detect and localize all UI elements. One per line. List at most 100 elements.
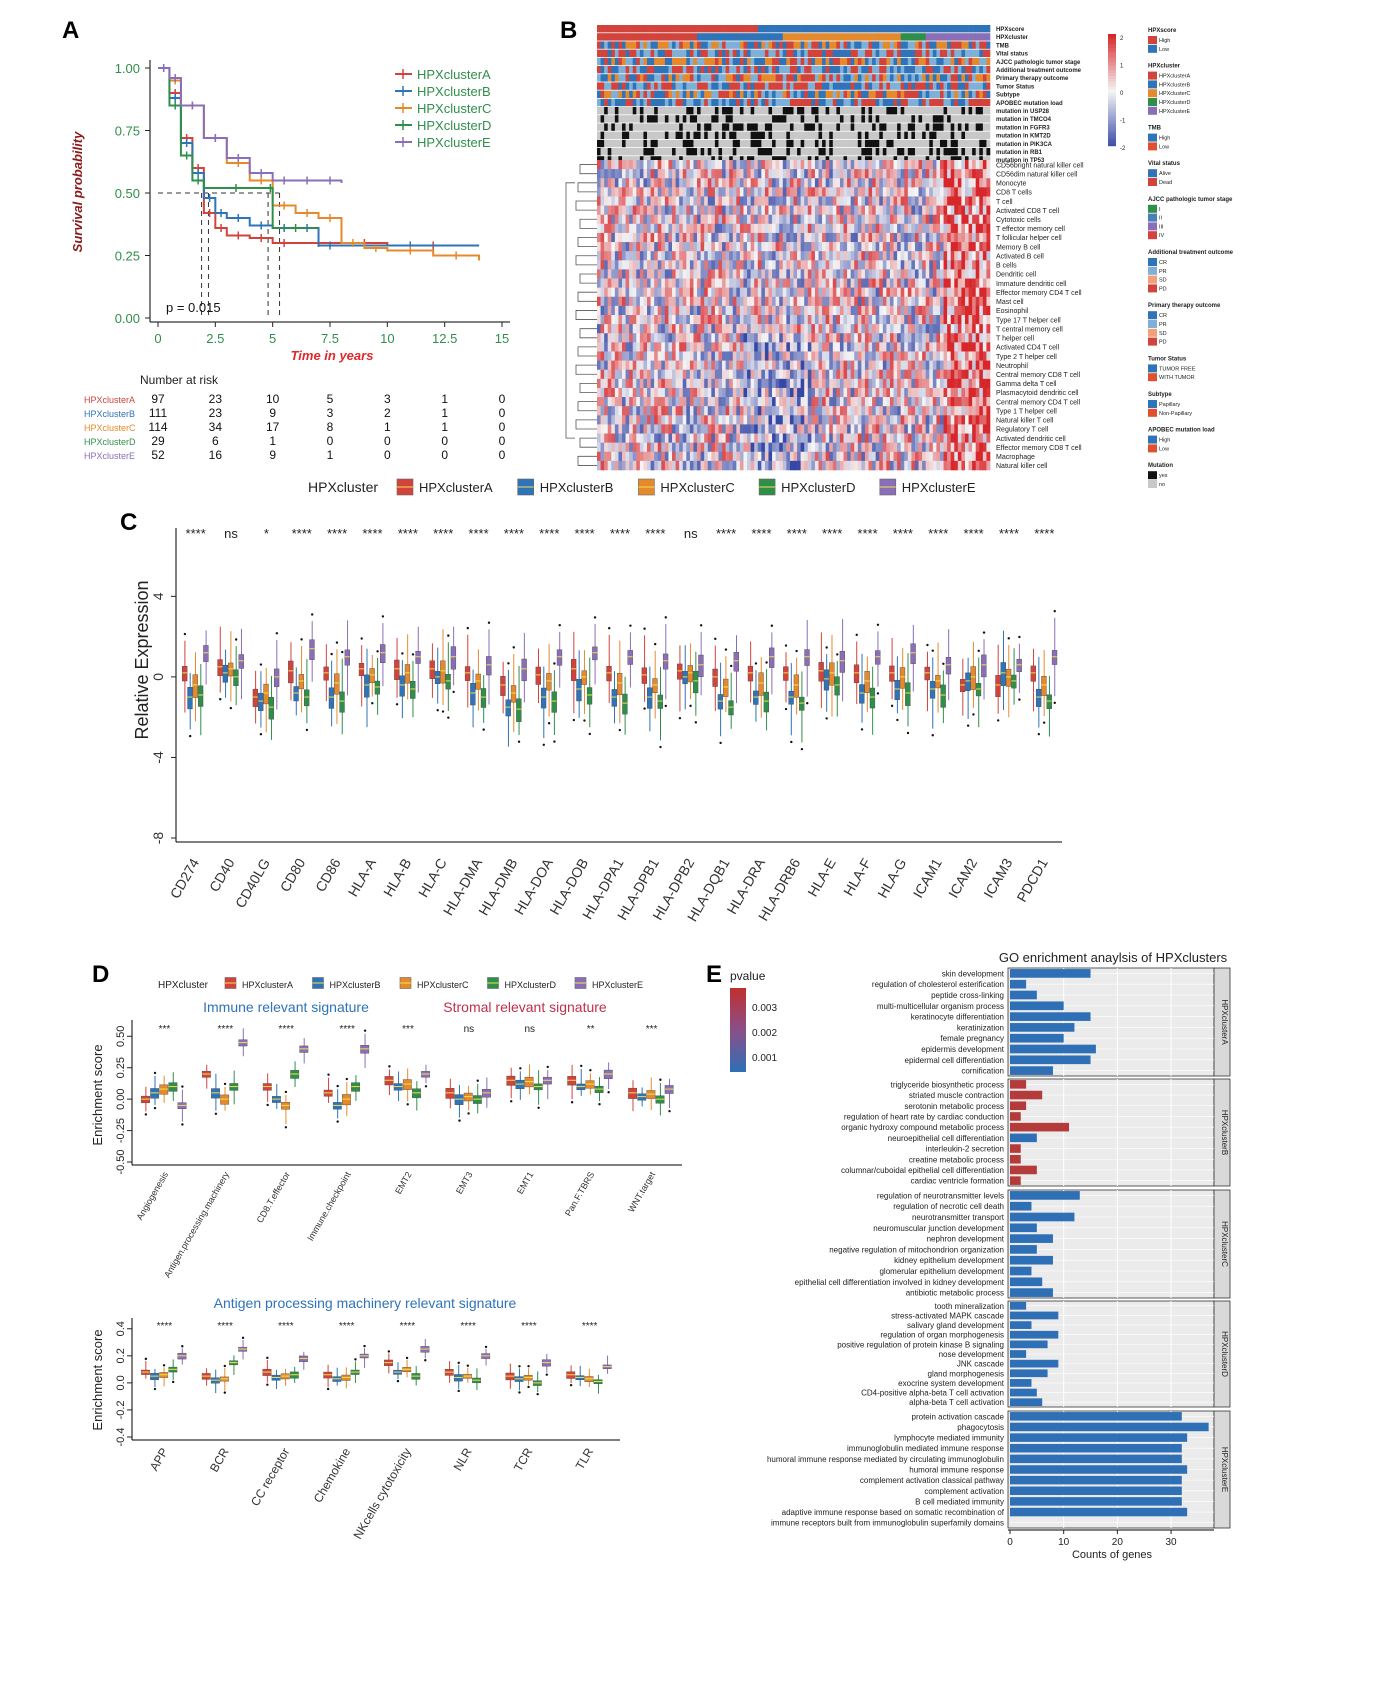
heatmap-cell: [957, 214, 962, 225]
annotation-cell: [607, 139, 612, 148]
heatmap-cell: [864, 315, 869, 325]
annotation-cell: [697, 41, 701, 49]
annotation-cell: [943, 115, 948, 123]
annotation-cell: [761, 25, 766, 33]
heatmap-cell: [822, 205, 826, 216]
heatmap-cell: [747, 187, 751, 197]
heatmap-cell: [936, 223, 941, 234]
heatmap-cell: [954, 342, 959, 352]
annotation-cell: [739, 49, 744, 57]
heatmap-cell: [682, 260, 687, 270]
heatmap-cell: [857, 160, 862, 170]
heatmap-cell: [918, 214, 923, 225]
heatmap-cell: [675, 251, 680, 261]
heatmap-cell: [939, 242, 944, 252]
heatmap-cell: [886, 287, 891, 298]
annotation-cell: [618, 156, 623, 164]
heatmap-cell: [754, 351, 759, 361]
heatmap-cell: [700, 369, 705, 380]
annotation-cell: [972, 57, 977, 66]
heatmap-cell: [693, 205, 698, 216]
annotation-cell: [804, 74, 809, 82]
heatmap-cell: [918, 223, 923, 234]
heatmap-cell: [872, 369, 876, 380]
annotation-cell: [793, 41, 798, 49]
heatmap-cell: [839, 160, 844, 170]
annotation-cell: [693, 131, 698, 139]
heatmap-cell: [972, 187, 977, 197]
annotation-cell: [607, 90, 612, 98]
annotation-cell: [897, 66, 901, 74]
heatmap-cell: [904, 315, 909, 325]
annotation-cell: [889, 82, 894, 90]
heatmap-cell: [768, 287, 773, 298]
annotation-cell: [811, 115, 816, 123]
heatmap-cell: [736, 369, 741, 380]
heatmap-cell: [600, 397, 605, 407]
heatmap-cell: [804, 223, 809, 234]
heatmap-cell: [682, 351, 687, 361]
annotation-cell: [968, 90, 973, 98]
annotation-cell: [832, 82, 837, 90]
annotation-cell: [911, 90, 916, 98]
annotation-cell: [647, 98, 651, 107]
heatmap-cell: [700, 378, 705, 389]
heatmap-cell: [882, 242, 887, 252]
heatmap-cell: [786, 397, 791, 407]
annotation-cell: [722, 98, 726, 107]
heatmap-cell: [639, 315, 644, 325]
annotation-cell: [818, 156, 823, 164]
heatmap-cell: [818, 205, 823, 216]
heatmap-cell: [743, 369, 748, 380]
heatmap-cell: [639, 369, 644, 380]
heatmap-cell: [797, 223, 801, 234]
annotation-cell: [961, 74, 966, 82]
heatmap-cell: [829, 278, 834, 288]
heatmap-cell: [764, 196, 769, 206]
annotation-cell: [857, 90, 862, 98]
heatmap-cell: [968, 360, 973, 371]
heatmap-cell: [636, 223, 641, 234]
annotation-cell: [822, 107, 826, 115]
heatmap-cell: [897, 169, 901, 179]
annotation-cell: [843, 98, 848, 107]
heatmap-cell: [872, 315, 876, 325]
annotation-cell: [879, 139, 884, 148]
heatmap-cell: [614, 296, 619, 307]
heatmap-cell: [804, 287, 809, 298]
annotation-cell: [697, 90, 701, 98]
annotation-cell: [611, 131, 616, 139]
annotation-cell: [832, 148, 837, 156]
heatmap-cell: [732, 169, 737, 179]
heatmap-cell: [797, 169, 801, 179]
heatmap-cell: [972, 305, 977, 316]
heatmap-cell: [889, 232, 894, 243]
heatmap-cell: [829, 333, 834, 343]
heatmap-cell: [668, 178, 673, 188]
heatmap-cell: [743, 315, 748, 325]
heatmap-cell: [643, 269, 648, 279]
annotation-cell: [600, 25, 605, 33]
heatmap-cell: [754, 315, 759, 325]
heatmap-cell: [664, 278, 669, 288]
annotation-cell: [686, 148, 691, 156]
annotation-cell: [772, 139, 776, 148]
heatmap-cell: [986, 387, 991, 398]
heatmap-cell: [847, 223, 851, 234]
heatmap-cell: [914, 260, 919, 270]
annotation-cell: [657, 49, 662, 57]
annotation-cell: [714, 49, 719, 57]
annotation-cell: [707, 139, 712, 148]
annotation-cell: [914, 98, 919, 107]
heatmap-cell: [614, 232, 619, 243]
heatmap-cell: [764, 205, 769, 216]
annotation-cell: [729, 139, 734, 148]
heatmap-cell: [629, 315, 634, 325]
heatmap-cell: [757, 278, 762, 288]
heatmap-cell: [886, 160, 891, 170]
heatmap-cell: [754, 324, 759, 334]
heatmap-cell: [964, 232, 969, 243]
heatmap-cell: [814, 342, 819, 352]
heatmap-cell: [632, 387, 637, 398]
annotation-cell: [907, 33, 912, 41]
